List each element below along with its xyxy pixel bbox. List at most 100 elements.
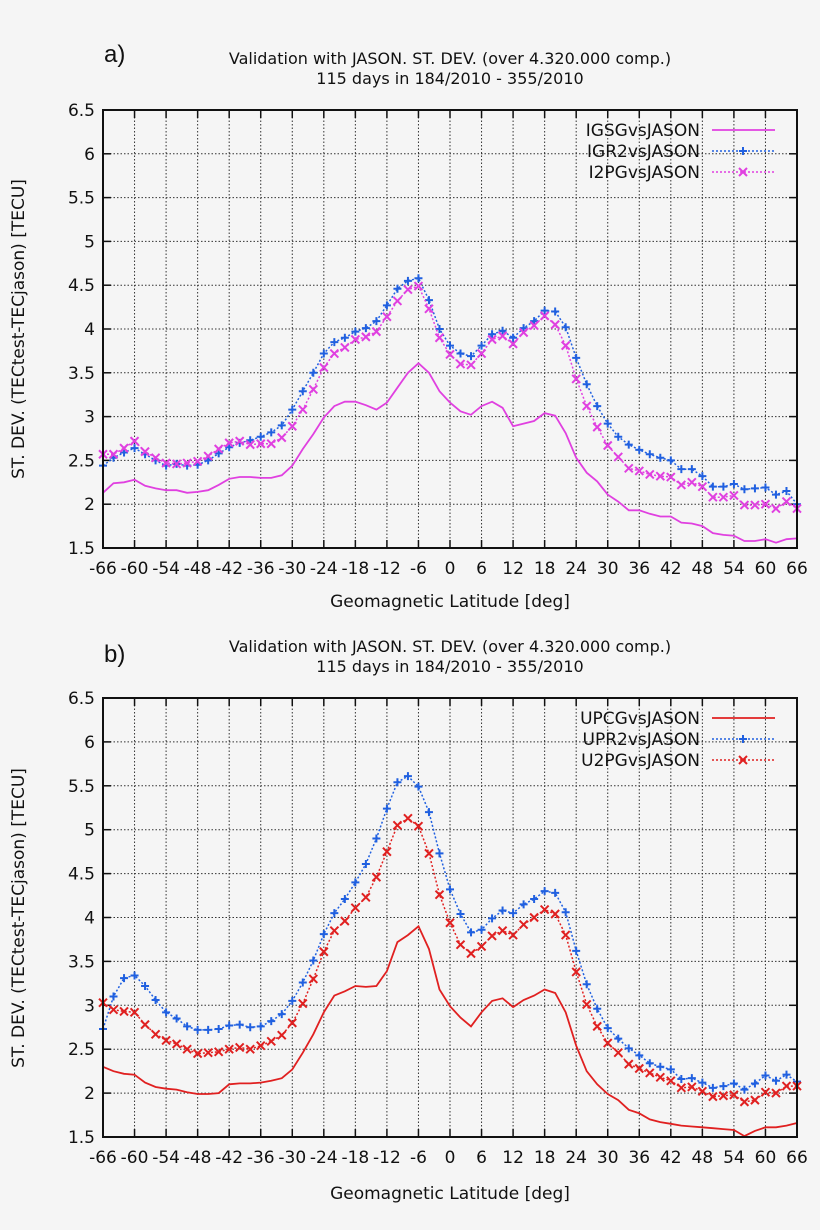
- data-point: [487, 931, 497, 941]
- legend-marker: [739, 147, 747, 155]
- data-point: [119, 1006, 129, 1017]
- data-point: [256, 1040, 266, 1051]
- data-point: [171, 1039, 182, 1049]
- data-point: [161, 458, 171, 468]
- data-point: [750, 500, 760, 510]
- data-point: [698, 472, 707, 481]
- data-point: [340, 916, 350, 926]
- x-tick-label: 6: [476, 559, 487, 579]
- data-point: [213, 1047, 224, 1057]
- data-point: [246, 436, 255, 445]
- data-point: [340, 342, 350, 353]
- data-point: [129, 436, 140, 446]
- data-point: [203, 1048, 213, 1058]
- x-tick-label: 42: [660, 559, 682, 579]
- data-point: [571, 374, 581, 384]
- data-point: [518, 327, 529, 338]
- data-point: [371, 872, 382, 882]
- x-tick-label: 60: [755, 559, 777, 579]
- data-point: [603, 440, 613, 451]
- data-point: [771, 1088, 781, 1098]
- data-point: [224, 438, 234, 448]
- data-point: [393, 778, 402, 787]
- data-point: [213, 444, 224, 454]
- data-point: [361, 332, 371, 342]
- data-point: [561, 323, 570, 332]
- data-point: [351, 878, 360, 887]
- data-point: [488, 330, 497, 339]
- plot-frame: [102, 697, 798, 1138]
- panel-label: a): [104, 41, 125, 68]
- data-point: [298, 978, 307, 987]
- data-point: [288, 405, 297, 414]
- x-tick-label: -6: [410, 559, 427, 579]
- data-point: [393, 284, 402, 293]
- x-tick-label: 18: [534, 1148, 556, 1168]
- data-point: [603, 419, 612, 428]
- data-point: [319, 930, 328, 939]
- y-tick-label: 5: [84, 821, 95, 841]
- data-point: [150, 453, 161, 463]
- x-tick-label: 24: [565, 559, 587, 579]
- data-point: [120, 448, 129, 457]
- data-point: [350, 334, 361, 345]
- data-point: [761, 1071, 770, 1080]
- x-tick-label: 24: [565, 1148, 587, 1168]
- x-tick-label: 12: [502, 1148, 524, 1168]
- data-point: [697, 1086, 708, 1097]
- x-tick-label: 48: [692, 559, 714, 579]
- data-point: [455, 940, 466, 950]
- y-tick-label: 3.5: [68, 952, 95, 972]
- y-tick-label: 3: [84, 996, 95, 1016]
- legend-marker: [739, 735, 747, 743]
- data-point: [656, 1062, 665, 1071]
- data-point: [109, 992, 118, 1001]
- data-point: [529, 320, 539, 331]
- y-tick-label: 4: [84, 320, 95, 340]
- y-tick-label: 6.5: [68, 689, 95, 709]
- data-point: [529, 912, 539, 923]
- data-point: [372, 317, 381, 326]
- data-point: [456, 909, 465, 918]
- panel-label: b): [104, 641, 125, 668]
- data-point: [435, 849, 444, 858]
- data-point: [234, 436, 245, 446]
- data-point: [656, 453, 665, 462]
- data-point: [729, 1090, 739, 1100]
- data-point: [434, 889, 445, 900]
- data-point: [551, 888, 560, 897]
- y-tick-label: 4.5: [68, 865, 95, 885]
- data-point: [561, 908, 570, 917]
- data-point: [540, 306, 549, 315]
- plot-frame: [102, 109, 798, 549]
- data-point: [330, 338, 339, 347]
- data-point: [214, 1025, 223, 1034]
- data-point: [256, 1022, 265, 1031]
- data-point: [739, 1097, 750, 1107]
- data-point: [498, 326, 507, 335]
- data-point: [488, 914, 497, 923]
- data-point: [624, 463, 634, 473]
- x-tick-label: 36: [628, 1148, 650, 1168]
- data-point: [319, 362, 329, 373]
- data-point: [382, 804, 391, 813]
- data-point: [718, 492, 729, 502]
- x-tick-label: 6: [476, 1148, 487, 1168]
- data-point: [150, 1029, 161, 1039]
- data-point: [277, 1030, 287, 1040]
- data-point: [581, 401, 592, 411]
- data-point: [645, 1068, 655, 1078]
- data-point: [308, 974, 319, 984]
- y-tick-label: 2: [84, 495, 95, 515]
- data-point: [392, 820, 403, 831]
- data-point: [697, 481, 708, 492]
- data-point: [245, 439, 255, 450]
- data-point: [550, 319, 560, 330]
- data-point: [151, 996, 160, 1005]
- data-point: [319, 349, 328, 358]
- data-point: [560, 340, 571, 351]
- data-point: [613, 1048, 623, 1058]
- data-point: [761, 483, 770, 492]
- data-point: [750, 484, 759, 493]
- data-point: [298, 998, 308, 1009]
